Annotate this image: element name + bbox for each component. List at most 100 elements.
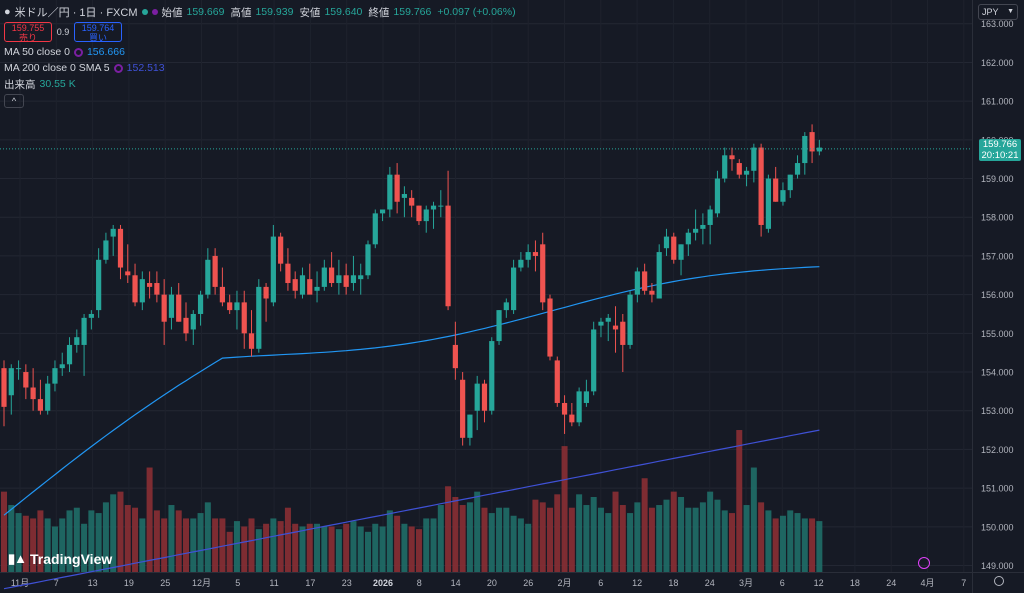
volume-bar [568, 507, 575, 572]
volume-bar [452, 497, 459, 572]
candle-body [765, 178, 771, 229]
candle-body [8, 368, 14, 396]
x-tick-label: 26 [523, 578, 533, 588]
volume-bar [139, 518, 146, 572]
candle-body [96, 259, 102, 311]
x-tick-label: 18 [668, 578, 678, 588]
candle-body [379, 209, 386, 214]
candle-body [707, 209, 713, 225]
volume-bar [729, 513, 735, 572]
candle-body [481, 383, 488, 411]
volume-bar [350, 521, 357, 572]
x-tick-label: 4月 [920, 578, 934, 588]
volume-bar [255, 529, 262, 572]
candle-body [270, 236, 276, 303]
volume-bar [30, 518, 37, 572]
volume-bar [386, 510, 393, 572]
y-tick-label: 156.000 [981, 290, 1014, 300]
ma50-line [3, 266, 820, 516]
close-label: 終値 [368, 6, 390, 19]
volume-bar [619, 505, 626, 572]
volume-bar [685, 507, 692, 572]
ma50-row[interactable]: MA 50 close 0 156.666 [4, 44, 518, 60]
volume-bar [22, 515, 29, 572]
x-tick-label: 6 [780, 578, 785, 588]
candle-body [569, 414, 575, 423]
candle-body [292, 279, 298, 291]
candle-body [496, 310, 502, 342]
trade-row: 159.755 売り 0.9 159.764 買い [4, 20, 518, 44]
candle-body [554, 360, 560, 403]
candle-body [1, 368, 7, 407]
candle-body [45, 383, 51, 411]
volume-bar [474, 491, 481, 572]
symbol-title[interactable]: 米ドル／円 · 1日 · FXCM [14, 7, 138, 19]
candle-body [532, 252, 539, 256]
volume-bar [699, 502, 706, 572]
axis-settings-icon[interactable] [994, 576, 1004, 586]
volume-bar [306, 523, 313, 572]
legend: ● 米ドル／円 · 1日 · FXCM 始値 159.669 高値 159.93… [4, 4, 518, 108]
candle-body [423, 209, 429, 222]
ma50-settings-icon[interactable] [73, 47, 83, 57]
candle-body [59, 364, 65, 369]
volume-bar [801, 518, 808, 572]
x-tick-label: 19 [124, 578, 134, 588]
candle-body [787, 174, 793, 191]
change-value: +0.097 (+0.06%) [437, 6, 516, 18]
candle-body [685, 232, 691, 245]
candle-body [460, 379, 466, 438]
y-tick-label: 155.000 [981, 329, 1014, 339]
volume-bar [73, 507, 80, 572]
volume-bar [503, 507, 510, 572]
volume-bar [758, 502, 765, 572]
countdown-value: 20:10:21 [981, 150, 1019, 161]
volume-bar [299, 526, 306, 572]
candle-body [693, 228, 699, 233]
buy-button[interactable]: 159.764 買い [74, 22, 122, 43]
volume-bar [379, 526, 386, 572]
volume-bar [292, 523, 299, 572]
ma200-settings-icon[interactable] [113, 63, 123, 73]
candle-body [299, 275, 306, 295]
sell-button[interactable]: 159.755 売り [4, 22, 52, 43]
candle-body [365, 244, 371, 276]
candle-body [547, 298, 553, 357]
volume-bar [110, 494, 117, 572]
candle-body [722, 155, 728, 179]
x-tick-label: 24 [705, 578, 715, 588]
volume-bar [423, 518, 430, 572]
volume-bar [437, 505, 444, 572]
volume-bar [678, 497, 685, 572]
candle-body [161, 294, 167, 322]
tradingview-logo[interactable]: ▮▲ TradingView [8, 551, 112, 567]
candle-body [467, 414, 473, 438]
candle-body [802, 135, 808, 164]
candle-body [307, 279, 313, 295]
volume-row[interactable]: 出来高 30.55 K [4, 76, 518, 92]
volume-bar [146, 467, 153, 572]
volume-bar [270, 518, 277, 572]
tv-mark-icon: ▮▲ [8, 551, 27, 566]
last-price-value: 159.766 [982, 139, 1018, 150]
candle-body [154, 283, 160, 295]
y-tick-label: 152.000 [981, 445, 1014, 455]
currency-selector[interactable]: JPY ▼ [978, 4, 1018, 20]
volume-bar [583, 505, 590, 572]
volume-bar [634, 502, 641, 572]
collapse-legend-button[interactable]: ^ [4, 94, 24, 108]
volume-bar [66, 510, 73, 572]
y-tick-label: 150.000 [981, 522, 1014, 532]
y-tick-label: 158.000 [981, 213, 1014, 223]
volume-bar [466, 502, 473, 572]
volume-bar [736, 430, 743, 572]
x-tick-label: 11 [269, 578, 278, 588]
ma200-row[interactable]: MA 200 close 0 SMA 5 152.513 [4, 60, 518, 76]
volume-bar [277, 521, 284, 572]
chevron-down-icon: ▼ [1007, 8, 1014, 15]
alert-icon[interactable] [918, 557, 930, 569]
volume-bar [357, 526, 364, 572]
candle-body [561, 402, 568, 415]
candle-body [168, 294, 175, 318]
